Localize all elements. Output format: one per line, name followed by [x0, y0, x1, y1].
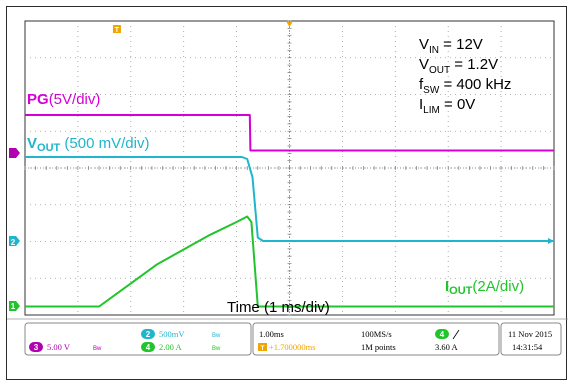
- ch4-scale: 2.00 A: [159, 342, 183, 352]
- ch2-scale: 500mV: [159, 329, 185, 339]
- channel-badge: [141, 342, 155, 352]
- bandwidth-icon: Bw: [212, 346, 221, 352]
- time-readout: 14:31:54: [512, 342, 543, 352]
- bandwidth-icon: Bw: [93, 346, 102, 352]
- trace-pg: [25, 114, 554, 152]
- channel-badge-number: 4: [146, 343, 151, 352]
- center-time-marker: [286, 22, 293, 27]
- timebase-value: 1.00ms: [259, 329, 284, 339]
- pg-series-label: PG(5V/div): [27, 91, 100, 108]
- ch4-ground-marker: [9, 301, 20, 311]
- channel-info-panel[interactable]: [24, 322, 252, 356]
- oscilloscope-chart: T 2 1 PG(5V/div) VOUT (500 mV/div) IOUT(2A/d…: [7, 20, 568, 356]
- chart-labels: PG(5V/div) VOUT (500 mV/div) IOUT(2A/div) T…: [27, 36, 524, 316]
- chart-markers: T 2 1: [9, 22, 293, 311]
- vout-series-label: VOUT (500 mV/div): [27, 135, 149, 154]
- channel-badge-number: 2: [146, 330, 151, 339]
- scope-frame: T 2 1 PG(5V/div) VOUT (500 mV/div) IOUT(2A/d…: [6, 6, 568, 380]
- trigger-level: 3.60 A: [435, 342, 459, 352]
- rising-edge-icon: [452, 329, 460, 340]
- time-axis-label: Time (1 ms/div): [227, 299, 330, 316]
- trace-vout: [25, 156, 554, 242]
- status-bar: 2 500mV Bw 3 5.00 V Bw 4 2.00 A Bw 1.00ms T +1.7000…: [7, 318, 568, 356]
- condition-lim: ILIM = 0V: [419, 96, 475, 116]
- bandwidth-icon: Bw: [212, 333, 221, 339]
- ch3-ground-marker: [9, 148, 20, 158]
- record-length: 1M points: [361, 342, 396, 352]
- ch3-scale: 5.00 V: [47, 342, 71, 352]
- trigger-icon-label: T: [261, 345, 265, 352]
- trigger-position: +1.700000ms: [269, 342, 316, 352]
- trigger-icon: [258, 343, 267, 351]
- channel-badge-number: 4: [440, 330, 445, 339]
- trigger-marker-label: T: [115, 27, 120, 34]
- trigger-position-marker: [112, 25, 121, 33]
- channel-badge: [29, 342, 43, 352]
- waveform-traces: [25, 114, 554, 308]
- condition-in: VIN = 12V: [419, 36, 483, 56]
- channel-badge-number: 3: [34, 343, 39, 352]
- vout-end-marker: [548, 238, 554, 244]
- datetime-panel: [500, 322, 562, 356]
- ch2-marker-label: 2: [11, 238, 16, 247]
- sample-rate: 100MS/s: [361, 329, 392, 339]
- date-readout: 11 Nov 2015: [508, 329, 552, 339]
- channel-badge: [435, 329, 449, 339]
- iout-series-label: IOUT(2A/div): [445, 278, 524, 297]
- condition-out: VOUT = 1.2V: [419, 56, 498, 76]
- condition-sw: fSW = 400 kHz: [419, 76, 511, 96]
- trace-iout: [25, 215, 554, 308]
- ch2-ground-marker: [9, 236, 20, 246]
- channel-badge: [141, 329, 155, 339]
- graticule: [24, 20, 555, 316]
- ch1-marker-label: 1: [11, 302, 16, 311]
